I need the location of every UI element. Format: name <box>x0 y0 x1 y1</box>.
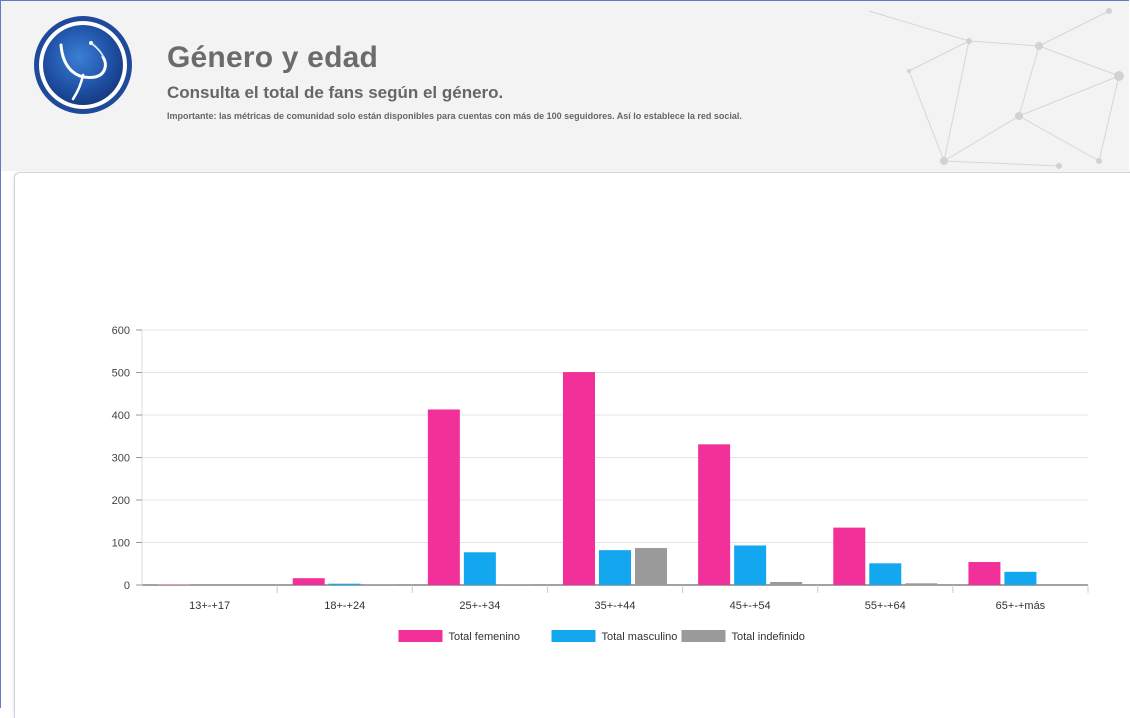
bar-femenino <box>563 372 595 585</box>
bar-indefinido <box>905 583 937 585</box>
chart-grid <box>142 330 1088 585</box>
bar-femenino <box>698 444 730 585</box>
legend-item: Total indefinido <box>682 630 805 643</box>
y-tick-label: 100 <box>112 538 130 550</box>
x-tick-label: 65+-+más <box>996 600 1046 612</box>
bar-indefinido <box>500 584 532 585</box>
x-tick-label: 25+-+34 <box>459 600 500 612</box>
y-tick-label: 0 <box>124 580 130 592</box>
legend-item: Total femenino <box>399 630 521 643</box>
x-axis: 13+-+17 18+-+24 25+-+34 35+-+44 45+-+54 55+-+… <box>189 585 1088 612</box>
y-tick-label: 400 <box>112 410 130 422</box>
legend-swatch <box>399 630 443 642</box>
bar-masculino <box>464 552 496 585</box>
bar-femenino <box>293 578 325 585</box>
x-tick-label: 18+-+24 <box>324 600 365 612</box>
y-tick-label: 300 <box>112 453 130 465</box>
x-tick-label: 13+-+17 <box>189 600 230 612</box>
bar-masculino <box>329 584 361 585</box>
bar-masculino <box>869 563 901 585</box>
legend-label: Total masculino <box>602 631 678 643</box>
bar-masculino <box>1004 572 1036 585</box>
bar-femenino <box>428 409 460 585</box>
y-tick-label: 200 <box>112 495 130 507</box>
x-tick-label: 55+-+64 <box>865 600 906 612</box>
chart-bars <box>158 372 1037 585</box>
bar-femenino <box>968 562 1000 585</box>
bar-indefinido <box>635 548 667 585</box>
y-axis: 0 100 200 300 400 500 600 <box>112 325 142 592</box>
chart-legend: Total femenino Total masculino Total indef… <box>399 630 805 643</box>
y-tick-label: 600 <box>112 325 130 337</box>
bar-indefinido <box>365 584 397 585</box>
bar-indefinido <box>770 582 802 585</box>
legend-item: Total masculino <box>552 630 678 643</box>
y-tick-label: 500 <box>112 368 130 380</box>
legend-label: Total femenino <box>449 631 521 643</box>
legend-swatch <box>552 630 596 642</box>
legend-swatch <box>682 630 726 642</box>
legend-label: Total indefinido <box>732 631 805 643</box>
bar-masculino <box>599 550 631 585</box>
x-tick-label: 45+-+54 <box>730 600 771 612</box>
x-tick-label: 35+-+44 <box>595 600 636 612</box>
bar-femenino <box>833 528 865 585</box>
bar-masculino <box>734 545 766 585</box>
